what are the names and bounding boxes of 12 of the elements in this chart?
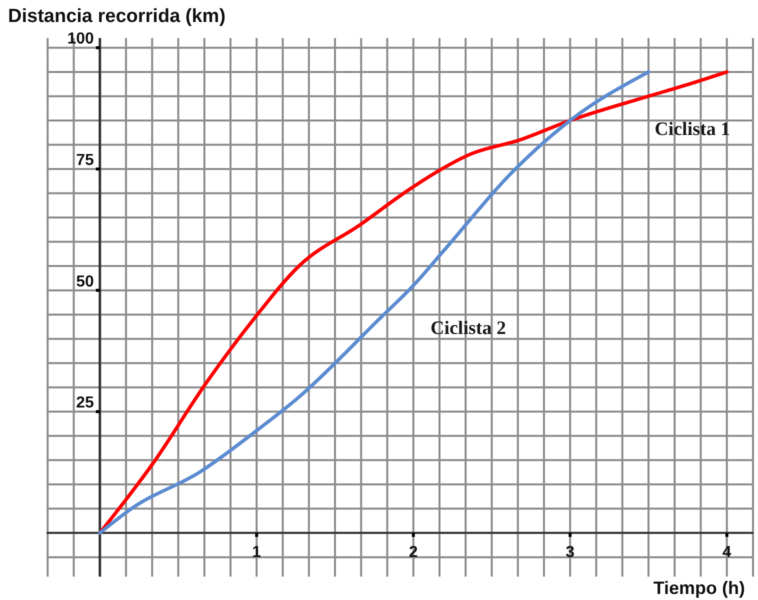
x-tick-label: 2 bbox=[408, 544, 418, 561]
y-tick-label: 100 bbox=[67, 30, 94, 48]
y-tick-label: 75 bbox=[76, 152, 94, 170]
y-tick-label: 25 bbox=[76, 394, 94, 412]
y-tick-label: 50 bbox=[76, 273, 94, 290]
x-tick-label: 1 bbox=[252, 544, 262, 561]
x-tick-label: 4 bbox=[722, 544, 732, 561]
y-axis-title: Distancia recorrida (km) bbox=[8, 6, 226, 27]
x-tick-label: 3 bbox=[566, 544, 575, 561]
x-axis-title: Tiempo (h) bbox=[653, 578, 745, 598]
series-label: Ciclista 2 bbox=[430, 318, 506, 339]
series-label: Ciclista 1 bbox=[654, 119, 730, 140]
